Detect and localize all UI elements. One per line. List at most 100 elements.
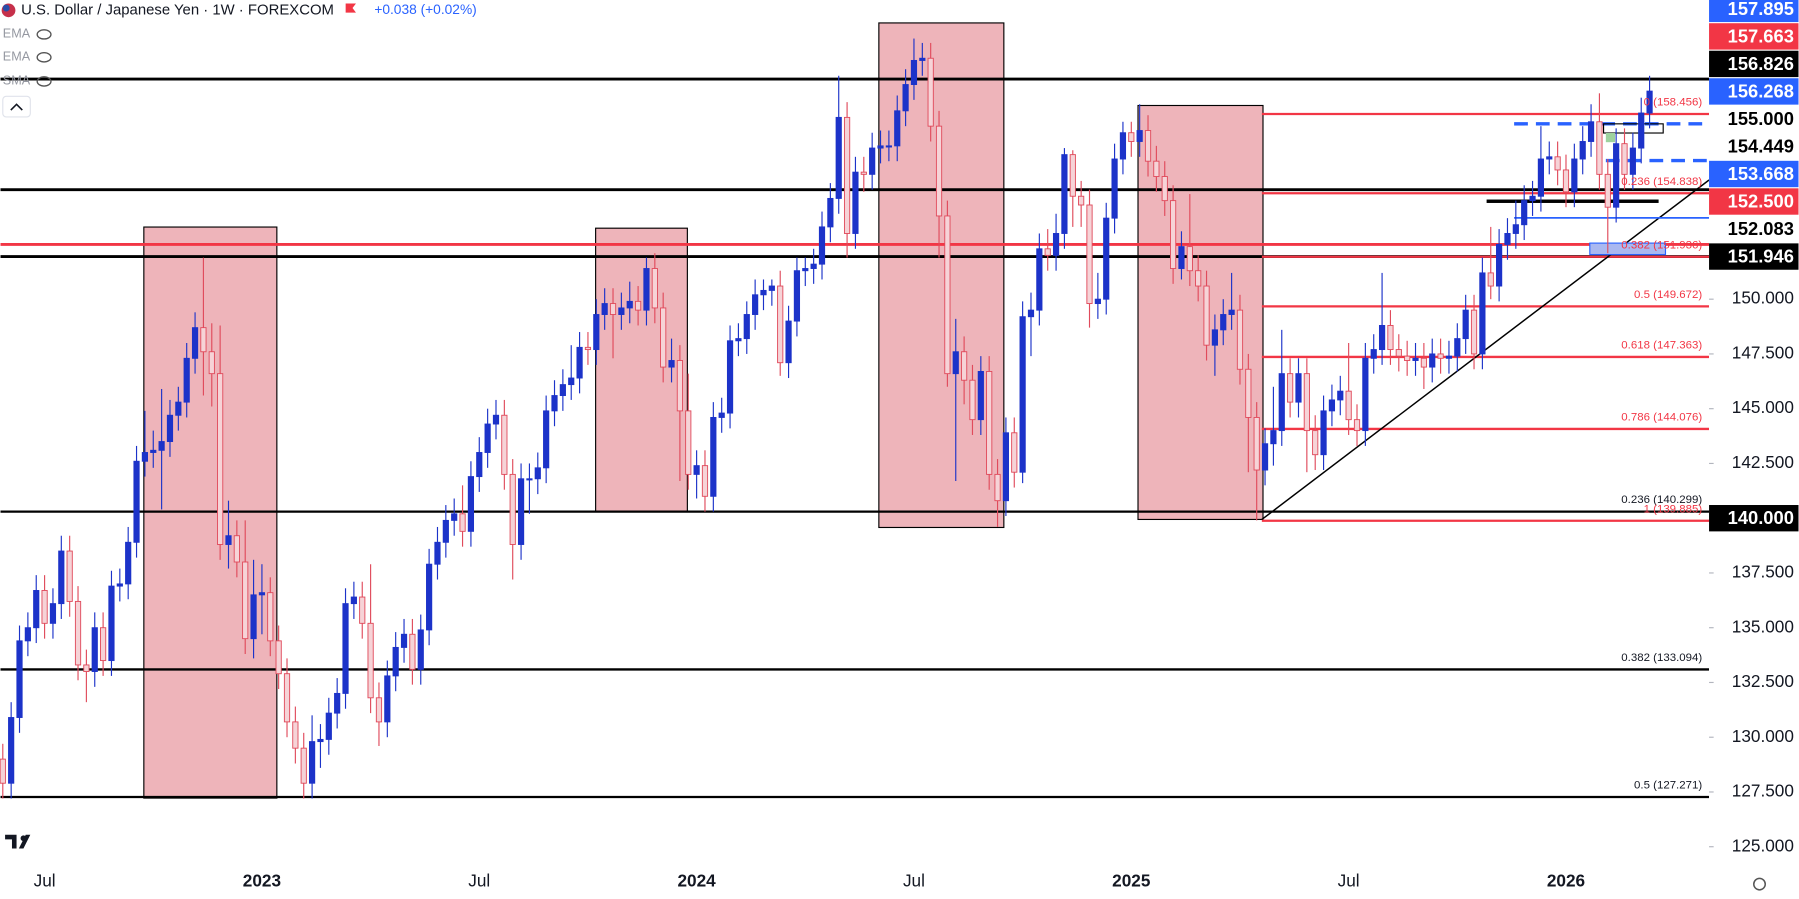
candle-body (1571, 158, 1578, 193)
candle-body (1278, 373, 1285, 432)
candle-body (869, 147, 876, 175)
fib-label: 0.786 (144.076) (1621, 411, 1702, 423)
candle-body (1078, 195, 1085, 206)
fib-label: 0.236 (154.838) (1621, 176, 1702, 188)
candle-body (1270, 430, 1277, 445)
y-tick-label: 135.000 (1732, 616, 1794, 636)
settings-button[interactable] (1753, 877, 1766, 891)
candle-body (66, 550, 73, 602)
candle-body (1186, 246, 1193, 272)
candle-body (83, 664, 90, 672)
candle-body (359, 596, 366, 624)
y-tick-label: 142.500 (1732, 452, 1794, 472)
candle-body (350, 596, 357, 605)
candle-body (1111, 158, 1118, 219)
price-label-box (1709, 50, 1799, 78)
candle-body (1378, 325, 1386, 351)
candle-body (726, 340, 734, 414)
candle-body (1303, 373, 1310, 432)
candle-body (1395, 349, 1402, 357)
candle-body (685, 410, 692, 475)
change: +0.038 (+0.02%) (374, 2, 476, 17)
candle-body (1554, 156, 1561, 171)
candle-body (1295, 373, 1302, 403)
candle-body (442, 519, 449, 543)
candles (0, 38, 1653, 799)
candle-body (526, 478, 533, 481)
candle-body (1002, 432, 1010, 502)
candle-body (559, 384, 566, 397)
eye-icons (36, 29, 52, 87)
indicator: EMA (3, 27, 31, 41)
candle-body (1504, 233, 1511, 245)
price-label: 156.268 (1728, 80, 1794, 101)
candle-body (58, 550, 65, 605)
candle-body (927, 57, 934, 127)
candle-body (74, 600, 82, 666)
candle-body (885, 145, 892, 148)
candle-body (977, 370, 984, 421)
candle-body (1287, 373, 1294, 403)
candle-body (1261, 443, 1269, 471)
y-tick-label: 125.000 (1732, 835, 1794, 855)
candle-body (308, 741, 316, 784)
candle-body (1086, 204, 1093, 305)
candle-body (1119, 132, 1127, 160)
candle-body (501, 414, 508, 475)
price-label: 152.500 (1728, 191, 1794, 212)
collapse-button[interactable] (2, 95, 31, 118)
candle-body (793, 270, 801, 322)
fib-label: 0.5 (149.672) (1634, 289, 1702, 301)
candle-body (1529, 195, 1536, 202)
candle-body (1019, 316, 1026, 473)
candle-body (1170, 200, 1177, 269)
price-label: 157.895 (1728, 0, 1794, 19)
price-label: 154.449 (1728, 135, 1794, 156)
candle-body (877, 145, 884, 149)
price-label-box (1709, 133, 1799, 160)
candle-body (1136, 130, 1143, 142)
candle-body (643, 268, 650, 311)
candle-body (568, 377, 575, 386)
eye-icon[interactable] (36, 52, 52, 63)
price-label-box (1709, 105, 1799, 133)
candle-body (1387, 325, 1394, 351)
candle-body (225, 535, 232, 545)
candle-body (1470, 309, 1478, 355)
candle-body (1052, 233, 1060, 256)
candle-body (242, 561, 249, 640)
candle-body (760, 289, 767, 296)
candle-body (41, 590, 48, 624)
candle-body (24, 627, 31, 642)
candle-body (467, 476, 475, 532)
candle-body (543, 410, 550, 469)
price-label: 151.946 (1728, 246, 1794, 267)
candle-body (1646, 90, 1653, 114)
indicator: EMA (3, 50, 31, 64)
candle-body (217, 373, 224, 545)
candle-body (1253, 416, 1260, 471)
candle-body (785, 320, 792, 364)
flag (345, 3, 356, 13)
eye-icon[interactable] (36, 29, 52, 40)
candle-body (409, 633, 416, 670)
candle-body (718, 412, 725, 418)
candle-body (1195, 270, 1202, 287)
candle-body (1103, 217, 1110, 300)
tv-logo (5, 834, 31, 849)
candle-body (1144, 130, 1152, 162)
candle-body (384, 675, 391, 723)
box (1605, 133, 1616, 143)
candle-body (1345, 390, 1352, 421)
eye-icon[interactable] (36, 76, 52, 87)
candle-body (651, 268, 658, 309)
price-label: 157.663 (1728, 25, 1794, 46)
candle-body (233, 535, 240, 563)
candle-body (459, 513, 466, 532)
price-label: 140.000 (1728, 507, 1794, 528)
candle-body (325, 712, 332, 740)
candle-body (275, 640, 282, 675)
